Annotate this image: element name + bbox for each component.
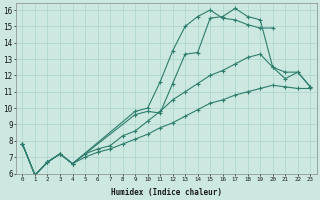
X-axis label: Humidex (Indice chaleur): Humidex (Indice chaleur): [111, 188, 222, 197]
